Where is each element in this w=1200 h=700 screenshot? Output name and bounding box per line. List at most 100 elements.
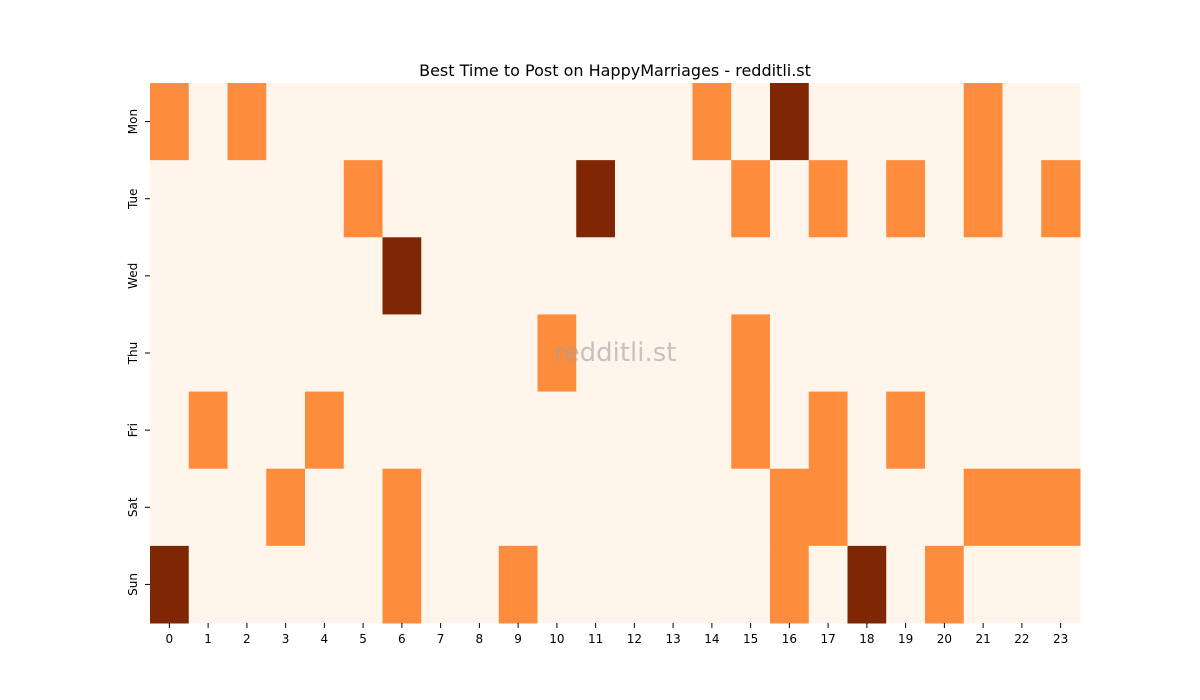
heatmap-cell-thu-22 xyxy=(1002,314,1042,393)
heatmap-cell-fri-5 xyxy=(343,391,383,470)
heatmap-cell-fri-21 xyxy=(963,391,1003,470)
heatmap-cell-sat-23 xyxy=(1041,468,1081,547)
x-tick-label-6: 6 xyxy=(398,632,406,646)
y-tick-label-wed: Wed xyxy=(126,263,140,289)
heatmap-cell-mon-15 xyxy=(731,83,771,161)
heatmap-cell-tue-21 xyxy=(963,160,1003,238)
heatmap-cell-mon-20 xyxy=(925,83,965,161)
heatmap-cell-mon-11 xyxy=(576,83,616,161)
x-tick-label-10: 10 xyxy=(549,632,564,646)
heatmap-cell-sat-21 xyxy=(963,468,1003,547)
x-tick-label-3: 3 xyxy=(282,632,290,646)
heatmap-cell-fri-4 xyxy=(305,391,345,470)
heatmap-cell-fri-1 xyxy=(188,391,228,470)
heatmap-cell-tue-0 xyxy=(150,160,190,238)
heatmap-cell-mon-2 xyxy=(227,83,267,161)
heatmap-cell-thu-11 xyxy=(576,314,616,393)
heatmap-cell-fri-3 xyxy=(266,391,306,470)
heatmap-cell-thu-15 xyxy=(731,314,771,393)
heatmap-cell-thu-7 xyxy=(421,314,461,393)
heatmap-cell-sat-5 xyxy=(343,468,383,547)
x-tick-label-12: 12 xyxy=(627,632,642,646)
heatmap-cell-mon-16 xyxy=(770,83,810,161)
heatmap-cell-mon-9 xyxy=(498,83,538,161)
heatmap-cell-mon-13 xyxy=(653,83,693,161)
heatmap-cell-wed-10 xyxy=(537,237,577,315)
heatmap-cell-tue-12 xyxy=(615,160,655,238)
x-tick-label-2: 2 xyxy=(243,632,251,646)
heatmap-cell-thu-10 xyxy=(537,314,577,393)
heatmap-cell-sun-2 xyxy=(227,545,267,624)
heatmap-cell-tue-5 xyxy=(343,160,383,238)
heatmap-cell-thu-19 xyxy=(886,314,926,393)
heatmap-cell-sun-22 xyxy=(1002,545,1042,624)
heatmap-cell-fri-12 xyxy=(615,391,655,470)
heatmap-cell-tue-13 xyxy=(653,160,693,238)
heatmap-cell-mon-23 xyxy=(1041,83,1081,161)
heatmap-cell-tue-11 xyxy=(576,160,616,238)
heatmap-cell-wed-11 xyxy=(576,237,616,315)
heatmap-cell-thu-23 xyxy=(1041,314,1081,393)
heatmap-cell-fri-15 xyxy=(731,391,771,470)
heatmap-cell-thu-5 xyxy=(343,314,383,393)
heatmap-cell-mon-10 xyxy=(537,83,577,161)
heatmap-cell-tue-2 xyxy=(227,160,267,238)
heatmap-cell-sat-0 xyxy=(150,468,190,547)
heatmap-cell-fri-22 xyxy=(1002,391,1042,470)
heatmap-cell-sun-23 xyxy=(1041,545,1081,624)
y-tick-label-mon: Mon xyxy=(126,109,140,134)
heatmap-cell-tue-9 xyxy=(498,160,538,238)
heatmap-cell-fri-2 xyxy=(227,391,267,470)
heatmap-cell-mon-3 xyxy=(266,83,306,161)
heatmap-cell-sat-1 xyxy=(188,468,228,547)
heatmap-cell-sun-6 xyxy=(382,545,422,624)
x-tick-label-5: 5 xyxy=(359,632,367,646)
heatmap-cell-sat-7 xyxy=(421,468,461,547)
y-tick-label-sat: Sat xyxy=(126,497,140,517)
x-tick-label-11: 11 xyxy=(588,632,603,646)
heatmap-cell-sun-0 xyxy=(150,545,190,624)
y-tick-label-thu: Thu xyxy=(126,342,140,366)
heatmap-cell-mon-14 xyxy=(692,83,732,161)
heatmap-cell-tue-16 xyxy=(770,160,810,238)
x-tick-label-19: 19 xyxy=(898,632,913,646)
heatmap-cell-mon-8 xyxy=(460,83,500,161)
heatmap-cell-wed-2 xyxy=(227,237,267,315)
heatmap-cell-sun-20 xyxy=(925,545,965,624)
heatmap-cell-thu-3 xyxy=(266,314,306,393)
heatmap-cell-sun-17 xyxy=(808,545,848,624)
heatmap-cell-fri-19 xyxy=(886,391,926,470)
heatmap-cell-sun-4 xyxy=(305,545,345,624)
heatmap-cell-thu-14 xyxy=(692,314,732,393)
heatmap-cell-mon-19 xyxy=(886,83,926,161)
heatmap-cell-tue-17 xyxy=(808,160,848,238)
heatmap-cell-thu-17 xyxy=(808,314,848,393)
heatmap-cell-fri-14 xyxy=(692,391,732,470)
heatmap-cell-sun-7 xyxy=(421,545,461,624)
x-tick-label-15: 15 xyxy=(743,632,758,646)
heatmap-cell-mon-22 xyxy=(1002,83,1042,161)
heatmap-cell-tue-4 xyxy=(305,160,345,238)
heatmap-cell-tue-1 xyxy=(188,160,228,238)
heatmap-cell-sat-16 xyxy=(770,468,810,547)
heatmap-cell-mon-21 xyxy=(963,83,1003,161)
heatmap-cell-sun-8 xyxy=(460,545,500,624)
heatmap-cell-thu-4 xyxy=(305,314,345,393)
heatmap-cell-sat-14 xyxy=(692,468,732,547)
heatmap-cell-tue-10 xyxy=(537,160,577,238)
heatmap-cell-sat-17 xyxy=(808,468,848,547)
heatmap-cell-sat-4 xyxy=(305,468,345,547)
heatmap-cell-sun-10 xyxy=(537,545,577,624)
y-tick-label-tue: Tue xyxy=(126,188,140,210)
heatmap-cell-fri-17 xyxy=(808,391,848,470)
heatmap-cell-sun-5 xyxy=(343,545,383,624)
heatmap-cell-thu-20 xyxy=(925,314,965,393)
heatmap-cell-tue-23 xyxy=(1041,160,1081,238)
x-tick-label-16: 16 xyxy=(782,632,797,646)
y-axis: Mon Tue Wed Thu Fri Sat Sun xyxy=(126,109,150,596)
heatmap-cell-sun-21 xyxy=(963,545,1003,624)
heatmap-cell-wed-18 xyxy=(847,237,887,315)
heatmap-cell-sat-6 xyxy=(382,468,422,547)
x-tick-label-9: 9 xyxy=(514,632,522,646)
heatmap-cell-sat-9 xyxy=(498,468,538,547)
